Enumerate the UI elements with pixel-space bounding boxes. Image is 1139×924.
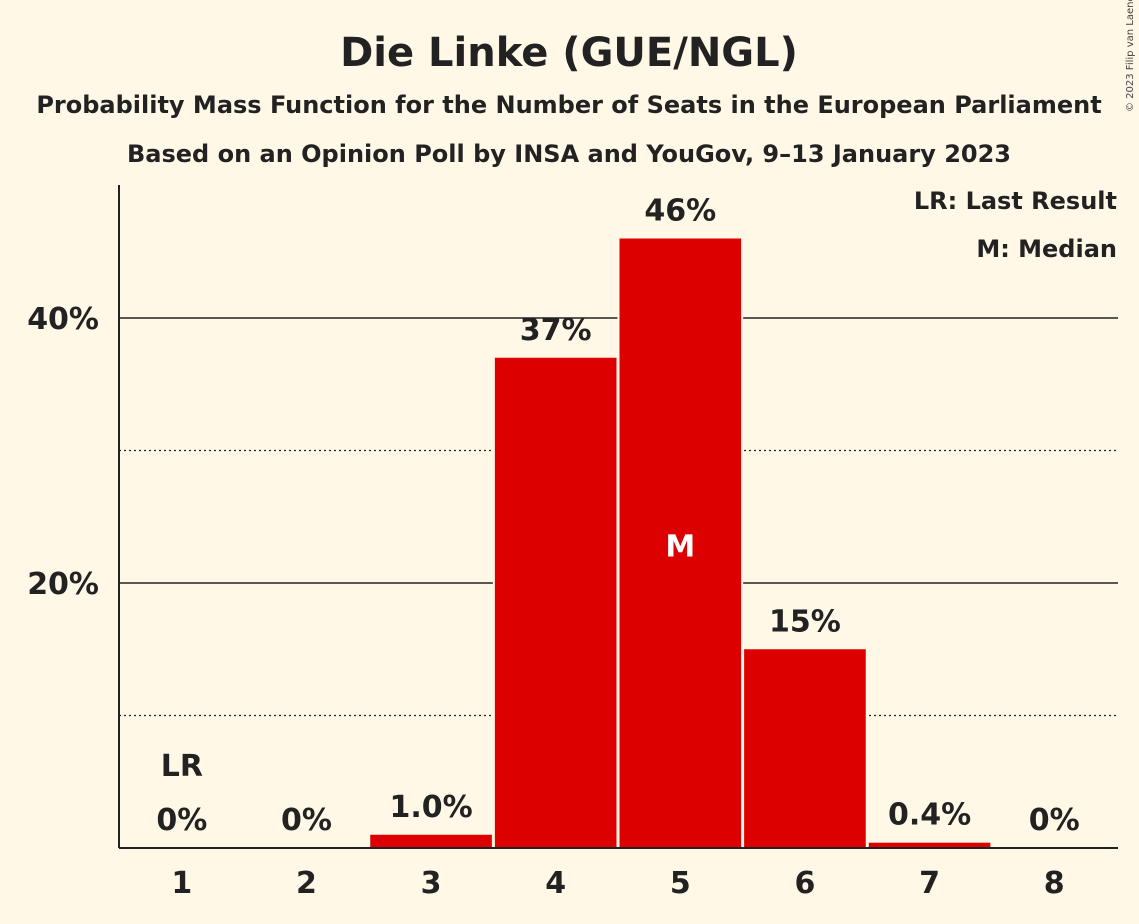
chart-subtitle: Probability Mass Function for the Number…: [36, 91, 1101, 119]
data-label-4: 37%: [520, 313, 592, 348]
bar-5: [619, 238, 742, 848]
median-marker: M: [665, 529, 695, 564]
last-result-marker: LR: [161, 749, 203, 784]
x-tick-label-5: 5: [670, 866, 691, 901]
chart-title: Die Linke (GUE/NGL): [340, 30, 798, 76]
data-label-1: 0%: [156, 803, 207, 838]
data-label-3: 1.0%: [389, 790, 472, 825]
axes: 20% 40% 1 2 3 4 5 6 7 8: [27, 185, 1118, 901]
x-tick-label-1: 1: [171, 866, 192, 901]
y-tick-label: 40%: [27, 302, 99, 337]
x-tick-label-8: 8: [1044, 866, 1065, 901]
x-tick-label-4: 4: [545, 866, 566, 901]
bar-4: [494, 357, 617, 848]
x-tick-label-7: 7: [919, 866, 940, 901]
legend-last-result: LR: Last Result: [914, 187, 1117, 215]
x-tick-label-2: 2: [296, 866, 317, 901]
data-label-2: 0%: [281, 803, 332, 838]
bars: [368, 236, 993, 848]
bar-6: [744, 649, 866, 848]
data-label-8: 0%: [1029, 803, 1080, 838]
copyright-note: © 2023 Filip van Laenen: [1125, 0, 1136, 112]
data-label-5: 46%: [644, 194, 716, 229]
chart-subtitle-poll: Based on an Opinion Poll by INSA and You…: [127, 140, 1011, 168]
data-label-6: 15%: [769, 604, 841, 639]
x-tick-label-6: 6: [795, 866, 816, 901]
data-labels: 0% LR 0% 1.0% 37% 46% M 15% 0.4% 0%: [156, 194, 1079, 839]
x-tick-label-3: 3: [421, 866, 442, 901]
y-tick-label: 20%: [27, 567, 99, 602]
bar-3: [370, 834, 492, 848]
data-label-7: 0.4%: [888, 798, 971, 833]
legend-median: M: Median: [976, 235, 1117, 263]
bar-7: [868, 842, 991, 848]
